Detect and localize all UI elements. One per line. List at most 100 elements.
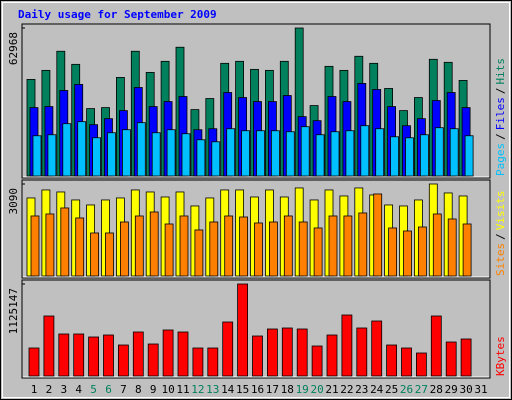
x-tick-label: 9 (150, 383, 157, 396)
bar (300, 126, 310, 177)
bar (211, 141, 221, 177)
x-tick-label: 30 (459, 383, 472, 396)
bar (313, 227, 323, 277)
y-max-label: 62968 (7, 32, 20, 65)
bar (388, 227, 398, 277)
x-tick-label: 26 (400, 383, 413, 396)
x-tick-label: 10 (161, 383, 174, 396)
bar (134, 215, 144, 277)
legend: KBytes (494, 336, 507, 376)
x-tick-label: 1 (31, 383, 38, 396)
bar (252, 335, 263, 377)
x-tick-label: 8 (135, 383, 142, 396)
legend-entry: Pages (494, 143, 507, 176)
bar (162, 329, 174, 377)
bar (371, 320, 383, 377)
bar (164, 223, 174, 277)
bar (266, 328, 278, 377)
bar (209, 221, 219, 277)
x-tick-label: 6 (105, 383, 112, 396)
x-tick-label: 24 (370, 383, 384, 396)
bar (447, 218, 457, 277)
bar (415, 352, 427, 377)
x-tick-label: 2 (46, 383, 53, 396)
bar (196, 139, 206, 177)
bar (32, 135, 42, 177)
bar (226, 128, 236, 177)
bar (432, 213, 442, 277)
bar (28, 347, 40, 377)
bar (358, 212, 368, 277)
legend-entry: Files (494, 97, 507, 130)
legend-entry: Sites (494, 243, 507, 276)
bar (419, 134, 429, 177)
bar (445, 341, 457, 377)
legend: Pages / Files / Hits (494, 58, 507, 176)
bar (417, 226, 427, 277)
bar (403, 230, 412, 277)
x-tick-label: 25 (385, 383, 398, 396)
chart-title: Daily usage for September 2009 (18, 8, 217, 21)
x-tick-label: 4 (75, 383, 82, 396)
bar (107, 132, 116, 177)
bar (194, 229, 204, 277)
bar (360, 125, 370, 177)
x-tick-label: 14 (221, 383, 235, 396)
bar (330, 131, 340, 177)
bar (90, 232, 99, 277)
bar (88, 336, 99, 377)
bar (118, 344, 129, 377)
bar (136, 122, 146, 177)
bar (256, 130, 265, 177)
bar (449, 128, 459, 177)
bar (270, 130, 280, 177)
x-tick-label: 27 (415, 383, 428, 396)
bar (386, 344, 398, 377)
bar (179, 215, 189, 277)
bar (390, 136, 400, 177)
bar (177, 331, 189, 377)
bar (341, 314, 353, 377)
x-tick-label: 19 (296, 383, 309, 396)
x-tick-label: 18 (281, 383, 294, 396)
bar (343, 215, 353, 277)
bar (241, 130, 251, 177)
bar (375, 128, 385, 177)
legend-entry: Visits (494, 191, 507, 231)
bar (103, 334, 114, 377)
x-tick-label: 21 (325, 383, 338, 396)
bar (283, 215, 293, 277)
bar (166, 129, 176, 177)
bar (401, 347, 412, 377)
bar (430, 315, 442, 377)
bar (373, 193, 383, 277)
bar (285, 131, 295, 177)
x-tick-label: 31 (474, 383, 487, 396)
bar (181, 133, 191, 177)
legend: Sites / Visits (494, 191, 507, 277)
bar (151, 132, 161, 177)
bar (405, 137, 414, 177)
bar (105, 232, 114, 277)
legend-entry: Hits (494, 58, 507, 85)
bar (92, 137, 101, 177)
bar (222, 321, 234, 377)
bar (207, 347, 219, 377)
x-tick-label: 12 (191, 383, 204, 396)
legend-separator: / (494, 133, 507, 140)
bar (237, 283, 249, 377)
bar (192, 347, 204, 377)
bar (434, 127, 444, 177)
x-tick-label: 11 (176, 383, 189, 396)
bar (462, 223, 472, 277)
x-tick-label: 15 (236, 383, 249, 396)
bar (326, 334, 338, 377)
x-tick-label: 7 (120, 383, 127, 396)
bar (62, 123, 72, 177)
y-max-label: 1125147 (7, 288, 20, 334)
bar (122, 129, 131, 177)
bar (77, 121, 87, 177)
bar (73, 333, 85, 377)
y-max-label: 3090 (7, 188, 20, 215)
